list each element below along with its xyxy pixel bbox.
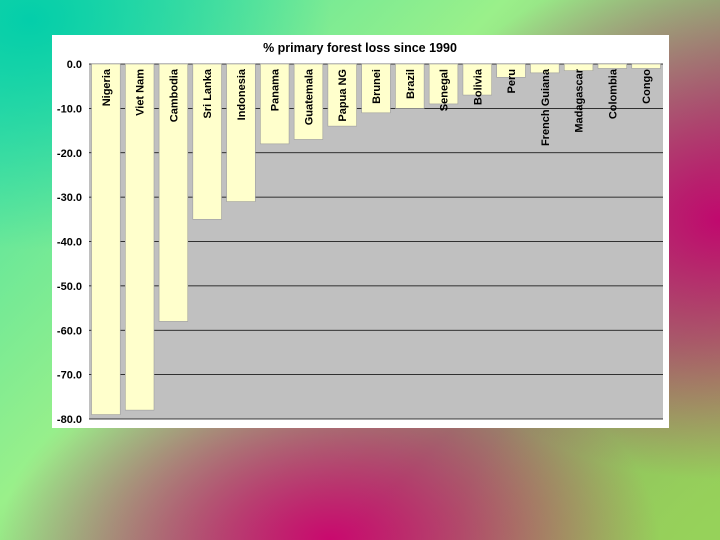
bar-nigeria (91, 63, 121, 415)
bar-sri-lanka (192, 63, 222, 220)
y-tick-label: -70.0 (57, 370, 82, 382)
y-tick-label: -20.0 (57, 148, 82, 160)
category-label: Nigeria (101, 68, 113, 106)
bar-indonesia (226, 63, 256, 202)
bar-madagascar (563, 63, 594, 71)
category-label: French Guiana (540, 68, 552, 146)
chart-panel: % primary forest loss since 1990 0.0 -10.… (52, 35, 669, 428)
y-tick-label: -30.0 (57, 192, 82, 204)
category-label: Sri Lanka (202, 68, 214, 118)
category-label: Colombia (607, 68, 619, 119)
bar-chart: % primary forest loss since 1990 0.0 -10.… (57, 41, 663, 426)
y-tick-label: -80.0 (57, 414, 82, 426)
category-label: Bolivia (472, 68, 484, 105)
bar-brazil (395, 63, 425, 109)
bar-viet-nam (124, 63, 155, 411)
y-tick-label: -40.0 (57, 237, 82, 249)
category-label: Cambodia (168, 68, 180, 122)
bar-congo (631, 63, 661, 69)
bar-panama (260, 63, 290, 145)
y-tick-label: 0.0 (67, 59, 82, 71)
bars (91, 63, 661, 415)
category-label: Viet Nam (135, 69, 147, 116)
y-tick-label: -60.0 (57, 325, 82, 337)
category-label: Brazil (405, 69, 417, 99)
category-labels: Nigeria Viet Nam Cambodia Sri Lanka Indonesi… (101, 68, 653, 146)
chart-title: % primary forest loss since 1990 (263, 41, 457, 55)
bar-cambodia (158, 63, 189, 322)
category-label: Panama (270, 68, 282, 111)
bar-papua-ng (327, 63, 357, 127)
bar-bolivia (462, 63, 492, 96)
y-axis-ticks: 0.0 -10.0 -20.0 -30.0 -40.0 -50.0 -60.0 -70.0 -8… (57, 59, 82, 426)
category-label: Guatemala (303, 68, 315, 125)
bar-peru (496, 63, 526, 78)
category-label: Madagascar (574, 68, 586, 132)
bar-guatemala (293, 63, 324, 140)
category-label: Congo (641, 69, 653, 104)
category-label: Peru (506, 69, 518, 93)
bar-brunei (361, 63, 391, 114)
y-tick-label: -10.0 (57, 103, 82, 115)
y-tick-label: -50.0 (57, 281, 82, 293)
bar-french-guiana (530, 63, 560, 74)
category-label: Brunei (371, 69, 383, 104)
category-label: Senegal (439, 69, 451, 111)
bar-colombia (597, 63, 628, 69)
bar-senegal (428, 63, 459, 105)
category-label: Papua NG (337, 69, 349, 122)
category-label: Indonesia (236, 68, 248, 120)
